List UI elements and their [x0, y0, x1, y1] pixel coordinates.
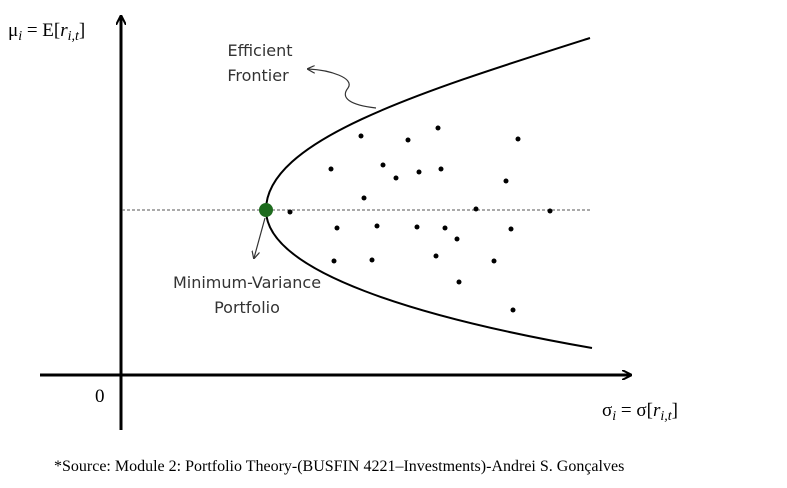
source: *Source: Module 2: Portfolio Theory-(BUS… — [54, 458, 624, 475]
x-axis-label: σi = σ[ri,t] — [602, 400, 678, 424]
min-variance-arrow — [254, 217, 266, 258]
efficient-frontier — [264, 37, 593, 349]
frontier-label: Frontier — [227, 66, 289, 85]
min-variance-point — [259, 203, 273, 217]
origin-label: 0 — [95, 386, 105, 407]
frontier-arrow — [308, 69, 377, 109]
y-axis-label: μi = E[ri,t] — [8, 20, 85, 44]
min-variance-label: Portfolio — [214, 298, 280, 317]
asset-dots — [287, 125, 553, 313]
frontier-label: Efficient — [227, 41, 292, 60]
min-variance-label: Minimum-Variance — [173, 273, 321, 292]
